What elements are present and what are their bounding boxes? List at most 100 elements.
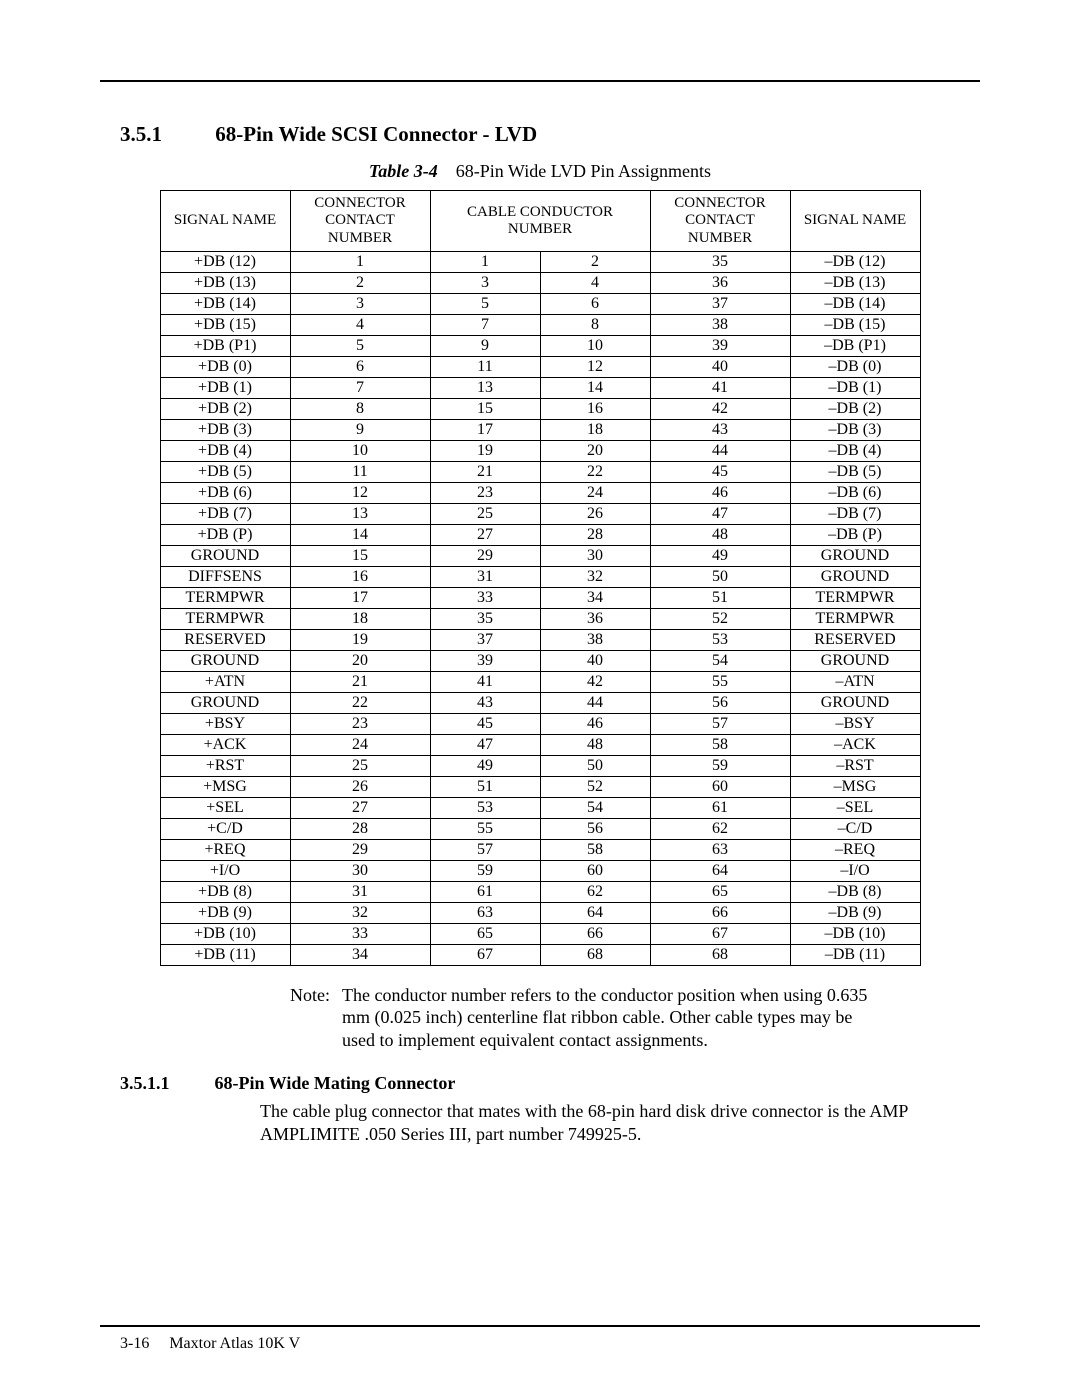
table-cell: +DB (11) (160, 944, 290, 965)
bottom-rule (100, 1325, 980, 1327)
table-cell: 23 (430, 482, 540, 503)
table-cell: 18 (540, 419, 650, 440)
table-cell: 54 (540, 797, 650, 818)
table-row: +I/O30596064–I/O (160, 860, 920, 881)
table-row: TERMPWR18353652TERMPWR (160, 608, 920, 629)
table-cell: 11 (290, 461, 430, 482)
table-cell: 9 (290, 419, 430, 440)
table-row: +DB (P1)591039–DB (P1) (160, 335, 920, 356)
table-cell: 41 (430, 671, 540, 692)
note: Note: The conductor number refers to the… (260, 984, 880, 1052)
table-cell: 20 (290, 650, 430, 671)
table-cell: 21 (290, 671, 430, 692)
table-cell: 55 (650, 671, 790, 692)
table-cell: 35 (650, 251, 790, 272)
col-header-text: SIGNAL NAME (174, 212, 276, 228)
table-cell: +DB (0) (160, 356, 290, 377)
table-cell: 36 (540, 608, 650, 629)
table-cell: –MSG (790, 776, 920, 797)
table-cell: 48 (650, 524, 790, 545)
table-cell: –RST (790, 755, 920, 776)
table-cell: +DB (10) (160, 923, 290, 944)
table-cell: 16 (540, 398, 650, 419)
table-cell: +DB (3) (160, 419, 290, 440)
table-caption: Table 3‑4 68‑Pin Wide LVD Pin Assignment… (100, 161, 980, 182)
table-cell: 20 (540, 440, 650, 461)
table-cell: 62 (650, 818, 790, 839)
table-cell: 7 (290, 377, 430, 398)
table-cell: 26 (540, 503, 650, 524)
table-cell: 6 (290, 356, 430, 377)
table-cell: –I/O (790, 860, 920, 881)
table-cell: 2 (540, 251, 650, 272)
table-cell: 49 (650, 545, 790, 566)
pin-assignment-table: SIGNAL NAME CONNECTOR CONTACT NUMBER CAB… (160, 190, 921, 966)
table-cell: 57 (430, 839, 540, 860)
table-cell: 39 (650, 335, 790, 356)
table-cell: GROUND (790, 692, 920, 713)
table-cell: 43 (430, 692, 540, 713)
table-cell: 59 (430, 860, 540, 881)
table-cell: 6 (540, 293, 650, 314)
section-heading: 3.5.1 68‑Pin Wide SCSI Connector ‑ LVD (100, 122, 980, 147)
table-cell: TERMPWR (790, 608, 920, 629)
table-row: GROUND20394054GROUND (160, 650, 920, 671)
table-cell: +BSY (160, 713, 290, 734)
table-row: +DB (11)34676868–DB (11) (160, 944, 920, 965)
table-cell: 35 (430, 608, 540, 629)
table-cell: 14 (540, 377, 650, 398)
table-cell: 56 (650, 692, 790, 713)
table-label: Table 3‑4 (369, 161, 438, 181)
table-cell: 40 (650, 356, 790, 377)
table-cell: +DB (P1) (160, 335, 290, 356)
page-number: 3‑16 (120, 1335, 149, 1352)
page: 3.5.1 68‑Pin Wide SCSI Connector ‑ LVD T… (0, 0, 1080, 1397)
table-cell: 8 (290, 398, 430, 419)
table-cell: GROUND (790, 545, 920, 566)
table-cell: 4 (540, 272, 650, 293)
table-cell: 52 (650, 608, 790, 629)
table-cell: 54 (650, 650, 790, 671)
note-label: Note: (260, 984, 342, 1052)
col-header-cable: CABLE CONDUCTOR NUMBER (430, 191, 650, 252)
table-cell: 57 (650, 713, 790, 734)
table-cell: –DB (0) (790, 356, 920, 377)
section-number: 3.5.1 (120, 122, 210, 147)
table-cell: 16 (290, 566, 430, 587)
table-cell: 23 (290, 713, 430, 734)
table-cell: 17 (430, 419, 540, 440)
table-cell: 42 (540, 671, 650, 692)
table-cell: 33 (290, 923, 430, 944)
subsection-title: 68‑Pin Wide Mating Connector (215, 1073, 456, 1093)
table-cell: +MSG (160, 776, 290, 797)
table-cell: +DB (1) (160, 377, 290, 398)
table-cell: –DB (2) (790, 398, 920, 419)
table-row: +MSG26515260–MSG (160, 776, 920, 797)
table-cell: 47 (650, 503, 790, 524)
table-cell: 44 (650, 440, 790, 461)
table-cell: –DB (11) (790, 944, 920, 965)
col-header-text: CABLE CONDUCTOR NUMBER (467, 204, 613, 237)
table-cell: 11 (430, 356, 540, 377)
col-header-connector-right: CONNECTOR CONTACT NUMBER (650, 191, 790, 252)
table-cell: 12 (290, 482, 430, 503)
table-cell: 9 (430, 335, 540, 356)
table-cell: –DB (13) (790, 272, 920, 293)
table-cell: +DB (13) (160, 272, 290, 293)
table-cell: GROUND (160, 650, 290, 671)
table-cell: 1 (430, 251, 540, 272)
table-cell: –DB (15) (790, 314, 920, 335)
table-head: SIGNAL NAME CONNECTOR CONTACT NUMBER CAB… (160, 191, 920, 252)
table-row: +DB (12)11235–DB (12) (160, 251, 920, 272)
table-cell: 22 (290, 692, 430, 713)
col-header-connector-left: CONNECTOR CONTACT NUMBER (290, 191, 430, 252)
table-cell: 68 (650, 944, 790, 965)
table-cell: 50 (540, 755, 650, 776)
col-header-signal-right: SIGNAL NAME (790, 191, 920, 252)
table-cell: 68 (540, 944, 650, 965)
table-cell: 27 (290, 797, 430, 818)
table-cell: 66 (540, 923, 650, 944)
table-cell: 56 (540, 818, 650, 839)
table-cell: 61 (430, 881, 540, 902)
table-cell: 67 (430, 944, 540, 965)
